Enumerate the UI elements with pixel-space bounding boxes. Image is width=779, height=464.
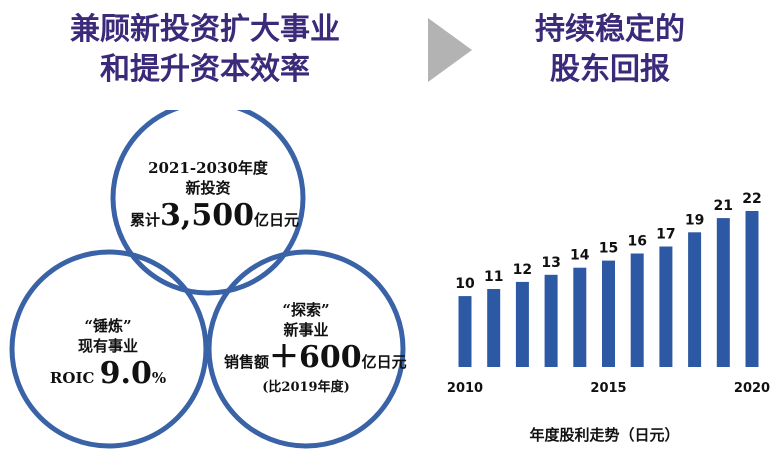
right-heading-line1: 持续稳定的 [535,12,685,47]
right-heading: 持续稳定的 股东回报 [520,10,700,90]
circle-left-line2: 现有事业 [77,337,138,355]
circle-top-amount: 3,500 [160,198,254,233]
bar-2018 [688,232,702,367]
data-labels-group: 10 11 12 13 14 15 16 17 19 21 22 [455,191,761,292]
circle-top-unit: 亿日元 [253,211,299,229]
left-heading-line2: 和提升资本效率 [100,52,310,87]
data-label-2014: 14 [570,248,590,264]
x-tick-2010: 2010 [447,381,483,396]
left-heading-line1: 兼顾新投资扩大事业 [70,12,340,47]
circle-top-line2: 新投资 [185,179,231,197]
dividend-bar-chart: 10 11 12 13 14 15 16 17 19 21 22 2010 2015 2020 [447,191,770,396]
data-label-2015: 15 [599,241,618,257]
circle-top-prefix: 累计 [130,211,161,229]
data-label-2016: 16 [627,234,646,250]
circle-top [110,110,306,296]
chart-x-label: 年度股利走势（日元） [529,426,680,444]
venn-diagram [9,110,406,449]
bar-2020 [745,211,759,367]
data-label-2012: 12 [513,262,532,278]
circle-right-line1: “探索” [282,301,330,319]
circle-left-value: 9.0 [99,356,152,391]
bar-2013 [544,274,558,367]
circle-left-line1: “锤炼” [84,317,132,335]
circle-right-text: “探索” 新事业 销售额＋600亿日元 (比2019年度) [224,300,407,396]
bars-group [458,211,759,367]
circle-right-prefix: 销售额 [224,353,270,371]
bar-2011 [487,289,501,367]
bar-2016 [630,253,644,367]
circle-right-note: (比2019年度) [262,380,350,395]
circle-right-sales: 销售额＋600亿日元 [224,340,407,380]
circle-right-unit: 亿日元 [361,353,407,371]
data-label-2018: 19 [685,212,704,228]
circle-left-prefix: ROIC [49,369,100,387]
data-label-2017: 17 [656,227,675,243]
data-label-2020: 22 [742,191,761,207]
bar-2010 [458,296,472,367]
circle-left [9,249,209,449]
data-label-2010: 10 [455,276,475,292]
x-tick-labels-group: 2010 2015 2020 [447,381,770,396]
circle-right-amount: ＋600 [269,340,362,375]
circle-right [206,249,406,449]
circle-top-line1: 2021-2030年度 [148,159,268,177]
data-label-2013: 13 [541,255,560,271]
bar-2014 [573,267,587,367]
left-heading: 兼顾新投资扩大事业 和提升资本效率 [40,10,370,90]
bar-2019 [716,218,730,367]
circle-left-unit: % [151,369,167,387]
circle-right-line2: 新事业 [283,321,329,339]
right-heading-line2: 股东回报 [550,52,670,87]
circle-top-total: 累计3,500亿日元 [130,198,299,238]
bar-2015 [602,260,615,367]
circle-top-text: 2021-2030年度 新投资 累计3,500亿日元 [130,158,299,238]
right-arrow-icon [428,18,472,82]
circle-left-roic: ROIC 9.0% [40,356,176,396]
circle-left-text: “锤炼” 现有事业 ROIC 9.0% [40,316,176,396]
bar-2017 [659,246,673,367]
x-tick-2020: 2020 [734,381,770,396]
data-label-2019: 21 [714,198,733,214]
bar-2012 [515,281,529,367]
data-label-2011: 11 [484,269,503,285]
x-tick-2015: 2015 [590,381,626,396]
